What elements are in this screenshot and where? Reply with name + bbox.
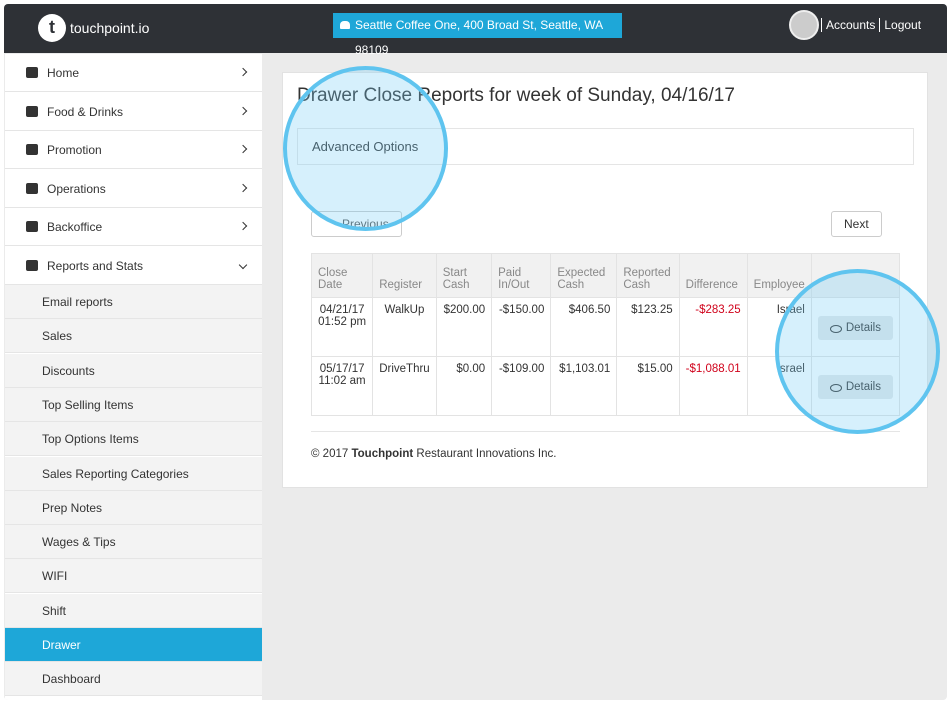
highlight-circle: [775, 269, 940, 434]
footer-company: Touchpoint: [351, 448, 414, 460]
logout-link[interactable]: Logout: [879, 18, 926, 32]
menu-label: Operations: [47, 181, 106, 196]
menu-icon: [26, 67, 38, 78]
submenu-item[interactable]: Sales: [5, 319, 262, 354]
table-cell: $123.25: [616, 297, 680, 357]
submenu-item[interactable]: Top Selling Items: [5, 387, 262, 422]
table-cell: 04/21/17 01:52 pm: [310, 297, 374, 357]
table-cell: $0.00: [435, 356, 493, 416]
footer-rest: Restaurant Innovations Inc.: [416, 448, 557, 460]
table-cell: 05/17/17 11:02 am: [310, 356, 374, 416]
highlight-circle: [283, 66, 448, 231]
window: t touchpoint.io Seattle Coffee One, 400 …: [4, 4, 947, 700]
next-button[interactable]: Next: [831, 211, 882, 237]
menu-item[interactable]: Promotion: [5, 131, 262, 169]
menu-icon: [26, 221, 38, 232]
menu-label: Backoffice: [47, 220, 103, 234]
menu-icon: [26, 105, 38, 117]
brand: touchpoint.io: [70, 20, 150, 36]
menu-icon: [26, 259, 38, 271]
column-header: Start Cash: [435, 253, 493, 298]
menu-icon: [26, 182, 38, 194]
chevron: [238, 106, 248, 115]
accounts-link[interactable]: Accounts: [821, 18, 880, 32]
menu-label: Reports and Stats: [47, 258, 144, 273]
column-header: Paid In/Out: [491, 253, 552, 298]
column-header: Difference: [678, 253, 748, 298]
column-header: Register: [372, 253, 437, 298]
menu-item[interactable]: Operations: [5, 170, 262, 208]
menu-label: Food & Drinks: [47, 104, 124, 119]
submenu-item[interactable]: Dashboard: [5, 662, 262, 697]
sidebar: Home Food & Drinks Promotion Operations Back…: [5, 54, 262, 700]
submenu-item[interactable]: Wages & Tips: [5, 525, 262, 560]
chevron: [238, 221, 248, 231]
submenu-item[interactable]: Prep Notes: [5, 490, 262, 525]
table-cell: -$1,088.01: [678, 356, 748, 416]
submenu-item[interactable]: Discounts: [5, 353, 262, 388]
menu-icon: [26, 144, 38, 155]
table-cell: WalkUp: [372, 297, 437, 357]
table-cell: DriveThru: [372, 356, 437, 416]
avatar[interactable]: [789, 10, 819, 40]
location-button[interactable]: Seattle Coffee One, 400 Broad St, Seattl…: [333, 13, 622, 57]
divider: [311, 431, 900, 432]
table-cell: $406.50: [550, 297, 618, 357]
column-header: Expected Cash: [550, 253, 618, 298]
table-cell: -$150.00: [491, 297, 552, 357]
footer-year: © 2017: [311, 448, 349, 460]
submenu-item[interactable]: Email reports: [5, 285, 262, 319]
menu-label: Promotion: [47, 143, 102, 157]
submenu-item[interactable]: Shift: [5, 593, 262, 628]
menu-item[interactable]: Home: [5, 54, 262, 92]
submenu-item[interactable]: Drawer: [5, 628, 262, 662]
table-cell: $1,103.01: [550, 356, 618, 416]
chevron: [238, 183, 248, 192]
column-header: Close Date: [310, 253, 374, 298]
submenu-item[interactable]: Top Options Items: [5, 422, 262, 457]
table-cell: $200.00: [435, 297, 493, 357]
menu-item[interactable]: Backoffice: [5, 208, 262, 246]
column-header: Employee: [746, 253, 812, 298]
submenu-item[interactable]: WIFI: [5, 559, 262, 594]
logo: t: [38, 14, 66, 42]
chevron: [238, 67, 248, 77]
menu-label: Home: [47, 66, 80, 80]
footer: © 2017 Touchpoint Restaurant Innovations…: [311, 448, 556, 460]
header-links: Accounts Logout: [821, 18, 926, 32]
menu-item[interactable]: Reports and Stats: [5, 247, 262, 285]
table-cell: -$283.25: [678, 297, 748, 357]
chevron: [238, 144, 248, 154]
chevron: [238, 260, 248, 269]
top-bar: t touchpoint.io Seattle Coffee One, 400 …: [4, 4, 947, 57]
menu-item[interactable]: Food & Drinks: [5, 93, 262, 131]
column-header: Reported Cash: [616, 253, 680, 298]
submenu-item[interactable]: Sales Reporting Categories: [5, 456, 262, 491]
table-cell: -$109.00: [491, 356, 552, 416]
table-cell: $15.00: [616, 356, 680, 416]
